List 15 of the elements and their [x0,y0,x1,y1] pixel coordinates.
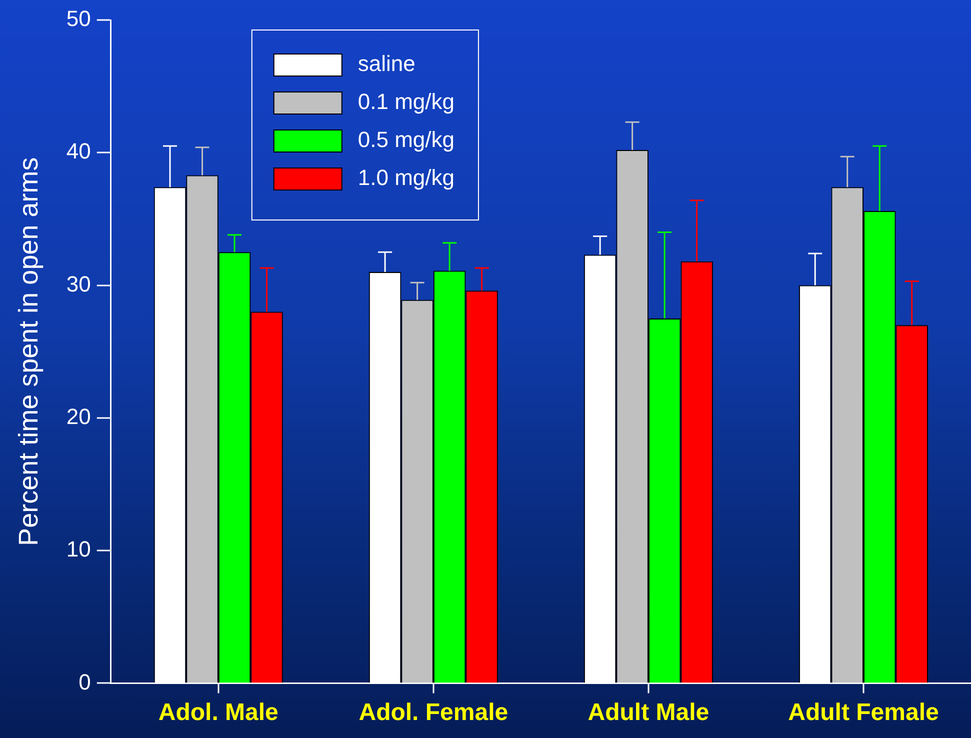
y-axis-title: Percent time spent in open arms [14,157,44,546]
legend-label: 0.5 mg/kg [358,127,454,152]
legend-label: 1.0 mg/kg [358,165,454,190]
x-tick-label: Adult Female [788,699,939,726]
y-tick-label: 30 [66,271,91,296]
y-tick-label: 40 [66,138,91,164]
x-tick-label: Adol. Female [358,699,508,726]
y-tick-label: 20 [66,404,91,429]
legend-label: 0.1 mg/kg [358,89,454,114]
legend-label: saline [358,51,416,76]
y-tick-label: 0 [78,669,91,694]
y-tick-label: 50 [66,6,91,32]
x-tick-label: Adult Male [588,699,710,726]
y-tick-label: 10 [66,536,91,562]
x-tick-label: Adol. Male [158,699,278,726]
